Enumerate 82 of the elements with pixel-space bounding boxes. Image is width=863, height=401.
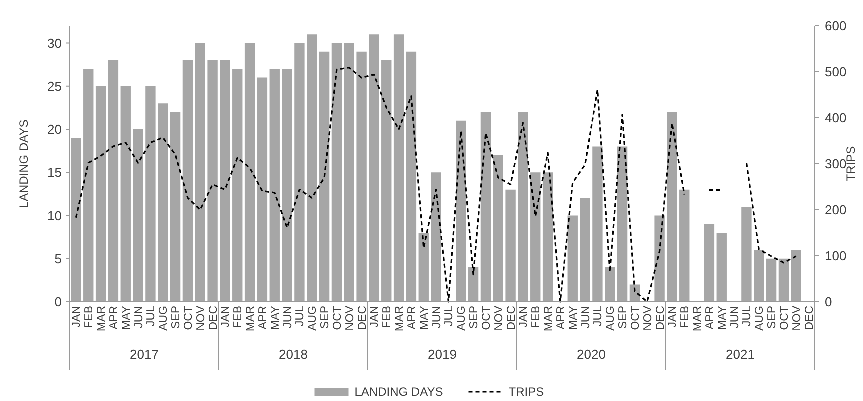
text: 2020 [577,347,606,362]
x-tick-label: FEB [382,306,394,328]
x-tick-label: NOV [493,306,506,331]
x-tick-label: SEP [170,306,183,330]
x-tick-label: SEP [618,306,630,330]
y-tick-label: 25 [48,78,62,94]
y2-tick-label: 500 [825,64,847,80]
y-tick-label: 15 [48,165,62,180]
x-tick-label: NOV [195,306,208,331]
y-axis-title: LANDING DAYS [17,120,31,208]
x-tick-label: SEP [320,306,332,330]
y-tick-label: 10 [48,208,62,224]
x-tick-label: AUG [754,306,766,331]
x-tick-label: MAY [716,306,729,330]
y2-tick-label: 300 [825,156,847,172]
x-tick-label: JAN [667,306,680,328]
x-tick-label: SEP [766,306,779,330]
x-tick-label: MAR [394,306,406,332]
text: 2018 [279,347,308,362]
x-tick-label: JUN [133,306,146,328]
x-tick-label: APR [704,306,716,330]
x-tick-label: MAR [245,306,258,332]
y-tick-label: 5 [54,251,62,266]
x-tick-label: AUG [456,306,468,331]
y2-tick-label: 0 [825,294,832,310]
legend-label: LANDING DAYS [354,385,444,400]
x-tick-label: JUL [294,305,307,326]
x-tick-label: JAN [518,306,530,328]
x-tick-label: FEB [680,306,692,328]
x-tick-label: APR [406,306,418,330]
y2-tick-label: 100 [825,248,847,264]
x-tick-label: JAN [71,306,84,328]
y2-tick-label: 400 [825,110,847,126]
x-tick-label: SEP [468,306,481,330]
x-tick-label: DEC [654,306,667,330]
x-tick-label: JUN [431,306,444,328]
y2-tick-label: 600 [825,18,847,34]
x-tick-label: MAR [96,306,108,332]
y-tick-label: 0 [54,294,62,310]
x-tick-label: JUL [592,305,605,326]
x-tick-label: FEB [84,306,96,328]
x-tick-label: APR [555,306,568,330]
text: 2017 [130,347,159,362]
x-tick-label: APR [108,306,120,330]
x-tick-label: APR [257,306,270,330]
text: 2021 [726,347,755,362]
x-tick-label: FEB [232,306,245,328]
x-tick-label: DEC [506,306,518,330]
x-tick-label: JUN [729,306,742,328]
x-tick-label: AUG [158,306,170,331]
y-tick-label: 30 [48,36,62,51]
x-tick-label: DEC [356,306,369,330]
x-tick-label: MAR [543,306,556,332]
x-tick-label: MAY [418,306,431,330]
x-tick-label: JUN [282,306,294,328]
x-tick-label: JUN [580,306,592,328]
x-tick-label: OCT [480,306,493,330]
x-tick-label: NOV [642,306,654,331]
x-tick-label: MAY [270,306,282,330]
x-tick-label: JAN [369,306,382,328]
x-tick-label: JAN [220,306,232,328]
x-tick-label: AUG [605,306,618,331]
x-tick-label: MAR [692,306,704,332]
x-tick-label: OCT [778,306,791,330]
x-tick-label: OCT [182,306,195,330]
text: 2019 [428,347,457,362]
x-tick-label: OCT [630,306,642,330]
x-tick-label: JUL [742,305,754,326]
y-tick-label: 20 [48,122,62,138]
x-tick-label: JUL [146,305,158,326]
x-tick-label: DEC [804,306,816,330]
legend-label: TRIPS [508,385,544,400]
x-tick-label: FEB [530,306,543,328]
y2-tick-label: 200 [825,202,847,218]
x-tick-label: OCT [332,306,344,330]
x-tick-label: NOV [791,306,804,331]
x-tick-label: DEC [208,306,220,330]
x-tick-label: AUG [307,306,320,331]
x-tick-label: JUL [444,305,456,326]
x-tick-label: NOV [344,306,356,331]
x-tick-label: MAY [568,306,580,330]
x-tick-label: MAY [120,306,133,330]
